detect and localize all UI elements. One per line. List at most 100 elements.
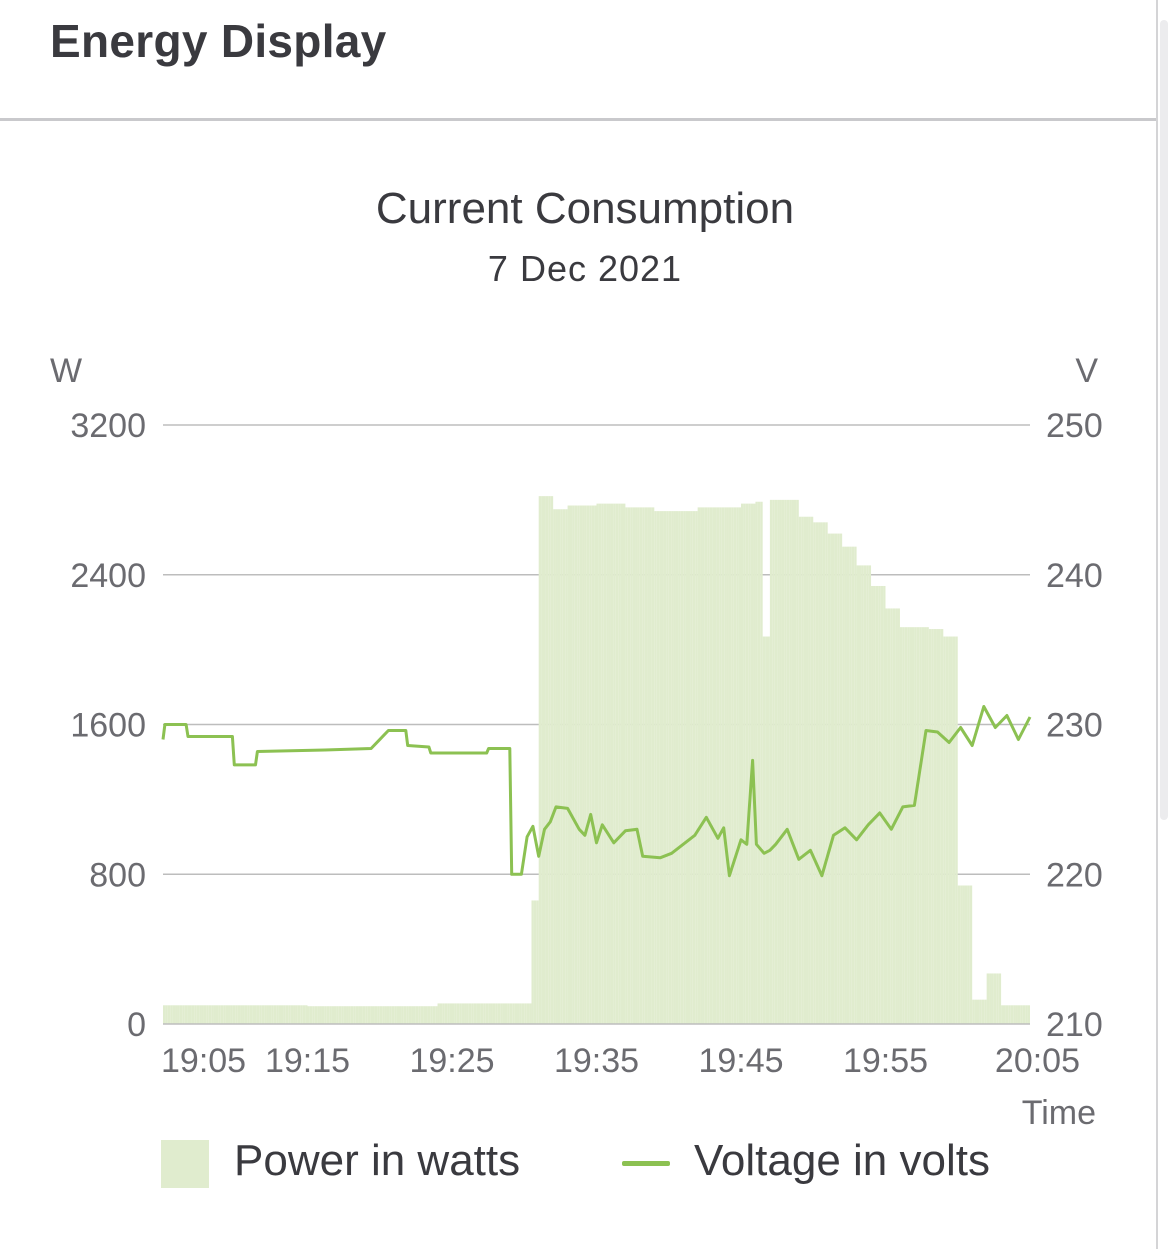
power-bar — [960, 885, 963, 1024]
power-bar — [748, 503, 751, 1024]
power-bar — [796, 499, 799, 1024]
power-bar — [719, 507, 722, 1024]
y-right-tick-label: 220 — [1046, 856, 1103, 894]
x-tick-label: 19:15 — [265, 1042, 350, 1080]
power-bar — [830, 533, 833, 1024]
power-bar — [249, 1005, 253, 1024]
y-right-unit-label: V — [1075, 352, 1098, 390]
power-bar — [218, 1005, 221, 1024]
power-bar — [632, 507, 636, 1024]
power-bar — [772, 499, 775, 1024]
x-tick-label: 19:05 — [161, 1042, 246, 1080]
legend-label-voltage: Voltage in volts — [694, 1136, 990, 1185]
power-bar — [834, 533, 838, 1024]
power-bar — [560, 509, 563, 1024]
power-bar — [309, 1006, 313, 1024]
legend-swatch-voltage — [622, 1161, 670, 1166]
power-bar — [485, 1003, 489, 1024]
power-bar — [355, 1006, 359, 1024]
power-bar — [943, 636, 946, 1024]
power-bar — [871, 585, 874, 1024]
power-bar — [654, 511, 657, 1024]
power-bar — [297, 1005, 301, 1024]
power-bar — [998, 973, 1002, 1024]
power-bar — [358, 1006, 361, 1024]
power-bar — [984, 999, 987, 1024]
power-bar — [333, 1006, 337, 1024]
power-bar — [714, 507, 717, 1024]
power-bar — [343, 1006, 347, 1024]
power-bar — [259, 1005, 262, 1024]
power-bar — [825, 522, 828, 1024]
power-bar — [1013, 1005, 1016, 1024]
power-bar — [907, 627, 910, 1024]
power-bar — [803, 516, 807, 1024]
power-bar — [625, 507, 628, 1024]
power-bar — [854, 546, 857, 1024]
power-bar — [899, 627, 903, 1024]
power-bar — [820, 522, 823, 1024]
scrollbar-thumb[interactable] — [1160, 20, 1168, 820]
power-bar — [603, 503, 607, 1024]
power-bar — [885, 608, 888, 1024]
power-bar — [873, 585, 876, 1024]
power-bar — [326, 1006, 330, 1024]
power-bar — [557, 509, 561, 1024]
power-bar — [406, 1006, 409, 1024]
power-bar — [724, 507, 727, 1024]
power-bar — [420, 1006, 424, 1024]
power-bar — [916, 627, 920, 1024]
power-bar — [570, 505, 573, 1025]
power-bar — [914, 627, 917, 1024]
power-bar — [745, 503, 749, 1024]
power-bar — [319, 1006, 322, 1024]
power-bar — [442, 1003, 445, 1024]
power-bar — [189, 1005, 192, 1024]
power-bar — [887, 608, 891, 1024]
power-bar — [972, 999, 975, 1024]
power-bar — [411, 1006, 414, 1024]
power-bar — [242, 1005, 245, 1024]
power-bar — [377, 1006, 380, 1024]
power-bar — [264, 1005, 267, 1024]
power-bar — [529, 1003, 532, 1024]
power-bar — [919, 627, 922, 1024]
power-bar — [191, 1005, 195, 1024]
power-bar — [986, 973, 990, 1024]
power-bar — [500, 1003, 503, 1024]
power-bar — [396, 1006, 400, 1024]
power-bar — [661, 511, 664, 1024]
power-bar — [507, 1003, 510, 1024]
power-bar — [692, 511, 696, 1024]
power-bar — [285, 1005, 289, 1024]
power-bar — [401, 1006, 404, 1024]
power-bar — [454, 1003, 457, 1024]
power-bar — [630, 507, 633, 1024]
power-bar — [837, 533, 840, 1024]
power-bar — [801, 516, 804, 1024]
legend-swatch-power — [161, 1140, 209, 1188]
power-bar — [225, 1005, 229, 1024]
power-bar — [728, 507, 732, 1024]
power-bar — [707, 507, 710, 1024]
power-bar — [512, 1003, 515, 1024]
power-bar — [635, 507, 638, 1024]
power-bar — [403, 1006, 407, 1024]
power-bar — [473, 1003, 477, 1024]
power-bar — [596, 503, 599, 1024]
power-bar — [548, 496, 551, 1025]
power-bar — [182, 1005, 185, 1024]
power-bar — [1017, 1005, 1021, 1024]
power-bar — [738, 507, 741, 1024]
scrollbar[interactable] — [1156, 0, 1170, 1249]
power-bar — [430, 1006, 433, 1024]
power-bar — [733, 507, 737, 1024]
power-bar — [439, 1003, 443, 1024]
power-bar — [213, 1005, 216, 1024]
y-right-tick-label: 230 — [1046, 707, 1103, 745]
power-bar — [856, 565, 859, 1024]
power-bar — [379, 1006, 383, 1024]
power-bar — [743, 503, 746, 1024]
power-bar — [331, 1006, 334, 1024]
